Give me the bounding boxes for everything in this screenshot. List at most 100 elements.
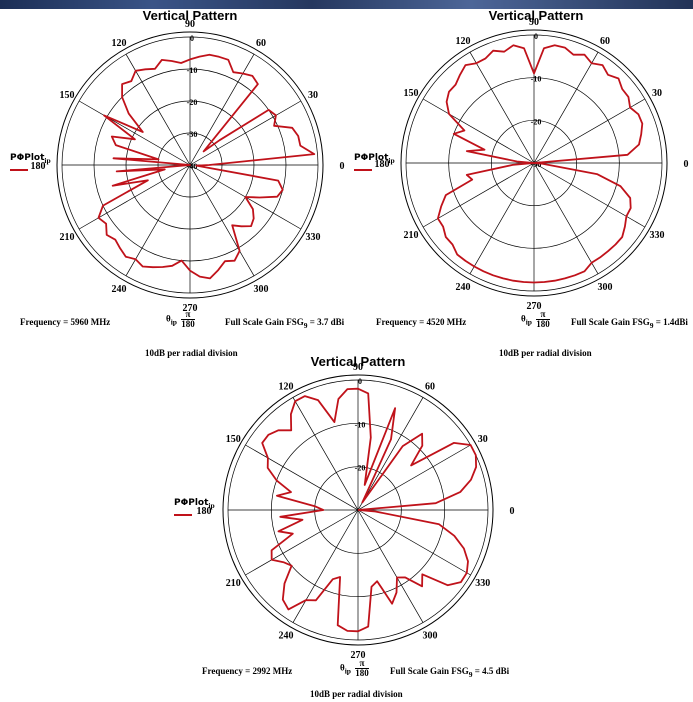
polar-chart-panel-3: Vertical Pattern 90 60 30 0 330 300 270 240 210 1… <box>150 352 550 702</box>
angle-label: 330 <box>649 230 664 241</box>
grid-spoke <box>469 51 535 164</box>
grid-spoke <box>357 444 471 511</box>
angle-label: 330 <box>475 578 490 589</box>
division-caption: 10dB per radial division <box>499 348 592 358</box>
legend-label: PΦPlotip <box>174 498 215 510</box>
grid-spoke <box>469 162 535 275</box>
angle-label: 210 <box>60 232 75 243</box>
grid-spoke <box>125 53 191 166</box>
chart-title: Vertical Pattern <box>488 8 584 23</box>
legend-label: PΦPlotip <box>10 153 51 165</box>
outer-rim <box>56 31 324 299</box>
radial-tick-label: 0 <box>534 32 538 41</box>
angle-label: 30 <box>308 90 318 101</box>
angle-label: 150 <box>60 90 75 101</box>
chart-legend: PΦPlotip <box>174 497 215 516</box>
angle-label: 30 <box>652 88 662 99</box>
angle-label: 270 <box>183 303 198 314</box>
angle-label: 0 <box>340 161 345 172</box>
angle-label: 180 <box>375 159 390 170</box>
legend-label: PΦPlotip <box>354 153 395 165</box>
radial-tick-label: 0 <box>358 377 362 386</box>
frequency-caption: Frequency = 2992 MHz <box>202 666 293 676</box>
angle-label: 0 <box>684 159 689 170</box>
grid-spoke <box>189 100 302 166</box>
angle-label: 180 <box>197 506 212 517</box>
angle-label: 90 <box>353 362 363 373</box>
angle-label: 240 <box>279 631 294 642</box>
angle-label: 120 <box>112 38 127 49</box>
angle-label: 60 <box>600 36 610 47</box>
pattern-trace <box>437 44 644 284</box>
grid-spoke <box>422 162 535 228</box>
gain-caption: Full Scale Gain FSG9 = 3.7 dBi <box>225 317 345 330</box>
frequency-caption: Frequency = 4520 MHz <box>376 317 467 327</box>
legend-line-swatch <box>354 168 372 171</box>
angle-label: 270 <box>527 301 542 312</box>
polar-chart-panel-1: Vertical Pattern 90 60 30 0 330 300 270 240 210 1… <box>0 0 346 360</box>
grid-spoke <box>78 100 191 166</box>
radial-tick-label: -20 <box>355 464 366 473</box>
angle-label: 150 <box>404 88 419 99</box>
angle-label: 240 <box>456 282 471 293</box>
grid-spoke <box>533 51 599 164</box>
polar-chart-panel-2: Vertical Pattern 90 60 30 0 330 300 270 240 210 1… <box>346 0 693 360</box>
angle-label: 60 <box>425 381 435 392</box>
angle-label: 60 <box>256 38 266 49</box>
outer-rim <box>400 29 668 297</box>
radial-tick-label: -40 <box>187 162 198 171</box>
legend-line-swatch <box>174 513 192 516</box>
grid-spoke <box>357 509 424 623</box>
theta-formula: θip π 180 <box>166 309 195 329</box>
chart-legend: PΦPlotip <box>10 152 51 171</box>
angle-label: 150 <box>226 434 241 445</box>
angle-label: 90 <box>529 17 539 28</box>
radial-tick-label: -10 <box>187 66 198 75</box>
background-strip <box>0 0 693 9</box>
grid-spoke <box>533 98 646 164</box>
grid-spoke <box>292 397 359 511</box>
angle-label: 30 <box>478 434 488 445</box>
grid-spoke <box>245 444 359 511</box>
radial-tick-label: -10 <box>531 75 542 84</box>
angle-label: 210 <box>404 230 419 241</box>
grid-spoke <box>422 98 535 164</box>
angle-label: 210 <box>226 578 241 589</box>
angle-label: 330 <box>305 232 320 243</box>
radial-tick-label: 0 <box>190 34 194 43</box>
grid-spoke <box>125 164 191 277</box>
division-caption: 10dB per radial division <box>145 348 238 358</box>
angle-label: 90 <box>185 19 195 30</box>
chart-legend: PΦPlotip <box>354 152 395 171</box>
angle-label: 270 <box>351 650 366 661</box>
theta-formula: θip π 180 <box>521 309 550 329</box>
grid-spoke <box>245 509 359 576</box>
grid-spoke <box>357 397 424 511</box>
pattern-trace <box>97 53 316 280</box>
theta-formula: θip π 180 <box>340 658 369 678</box>
grid-spoke <box>78 164 191 230</box>
grid-spoke <box>189 53 255 166</box>
radial-tick-label: -10 <box>355 420 366 429</box>
radial-tick-label: -30 <box>187 130 198 139</box>
radial-tick-label: -30 <box>531 160 542 169</box>
outer-rim <box>222 374 494 646</box>
gain-caption: Full Scale Gain FSG9 = 1.4dBi <box>571 317 688 330</box>
grid-spoke <box>357 509 471 576</box>
angle-label: 120 <box>456 36 471 47</box>
angle-label: 240 <box>112 284 127 295</box>
grid-spoke <box>292 509 359 623</box>
radial-tick-label: -20 <box>187 98 198 107</box>
angle-label: 300 <box>254 284 269 295</box>
chart-title: Vertical Pattern <box>142 8 238 23</box>
radial-tick-label: -20 <box>531 117 542 126</box>
angle-label: 180 <box>31 161 46 172</box>
chart-title: Vertical Pattern <box>310 354 406 369</box>
gain-caption: Full Scale Gain FSG9 = 4.5 dBi <box>390 666 510 679</box>
division-caption: 10dB per radial division <box>310 689 403 699</box>
frequency-caption: Frequency = 5960 MHz <box>20 317 111 327</box>
angle-label: 0 <box>510 506 515 517</box>
